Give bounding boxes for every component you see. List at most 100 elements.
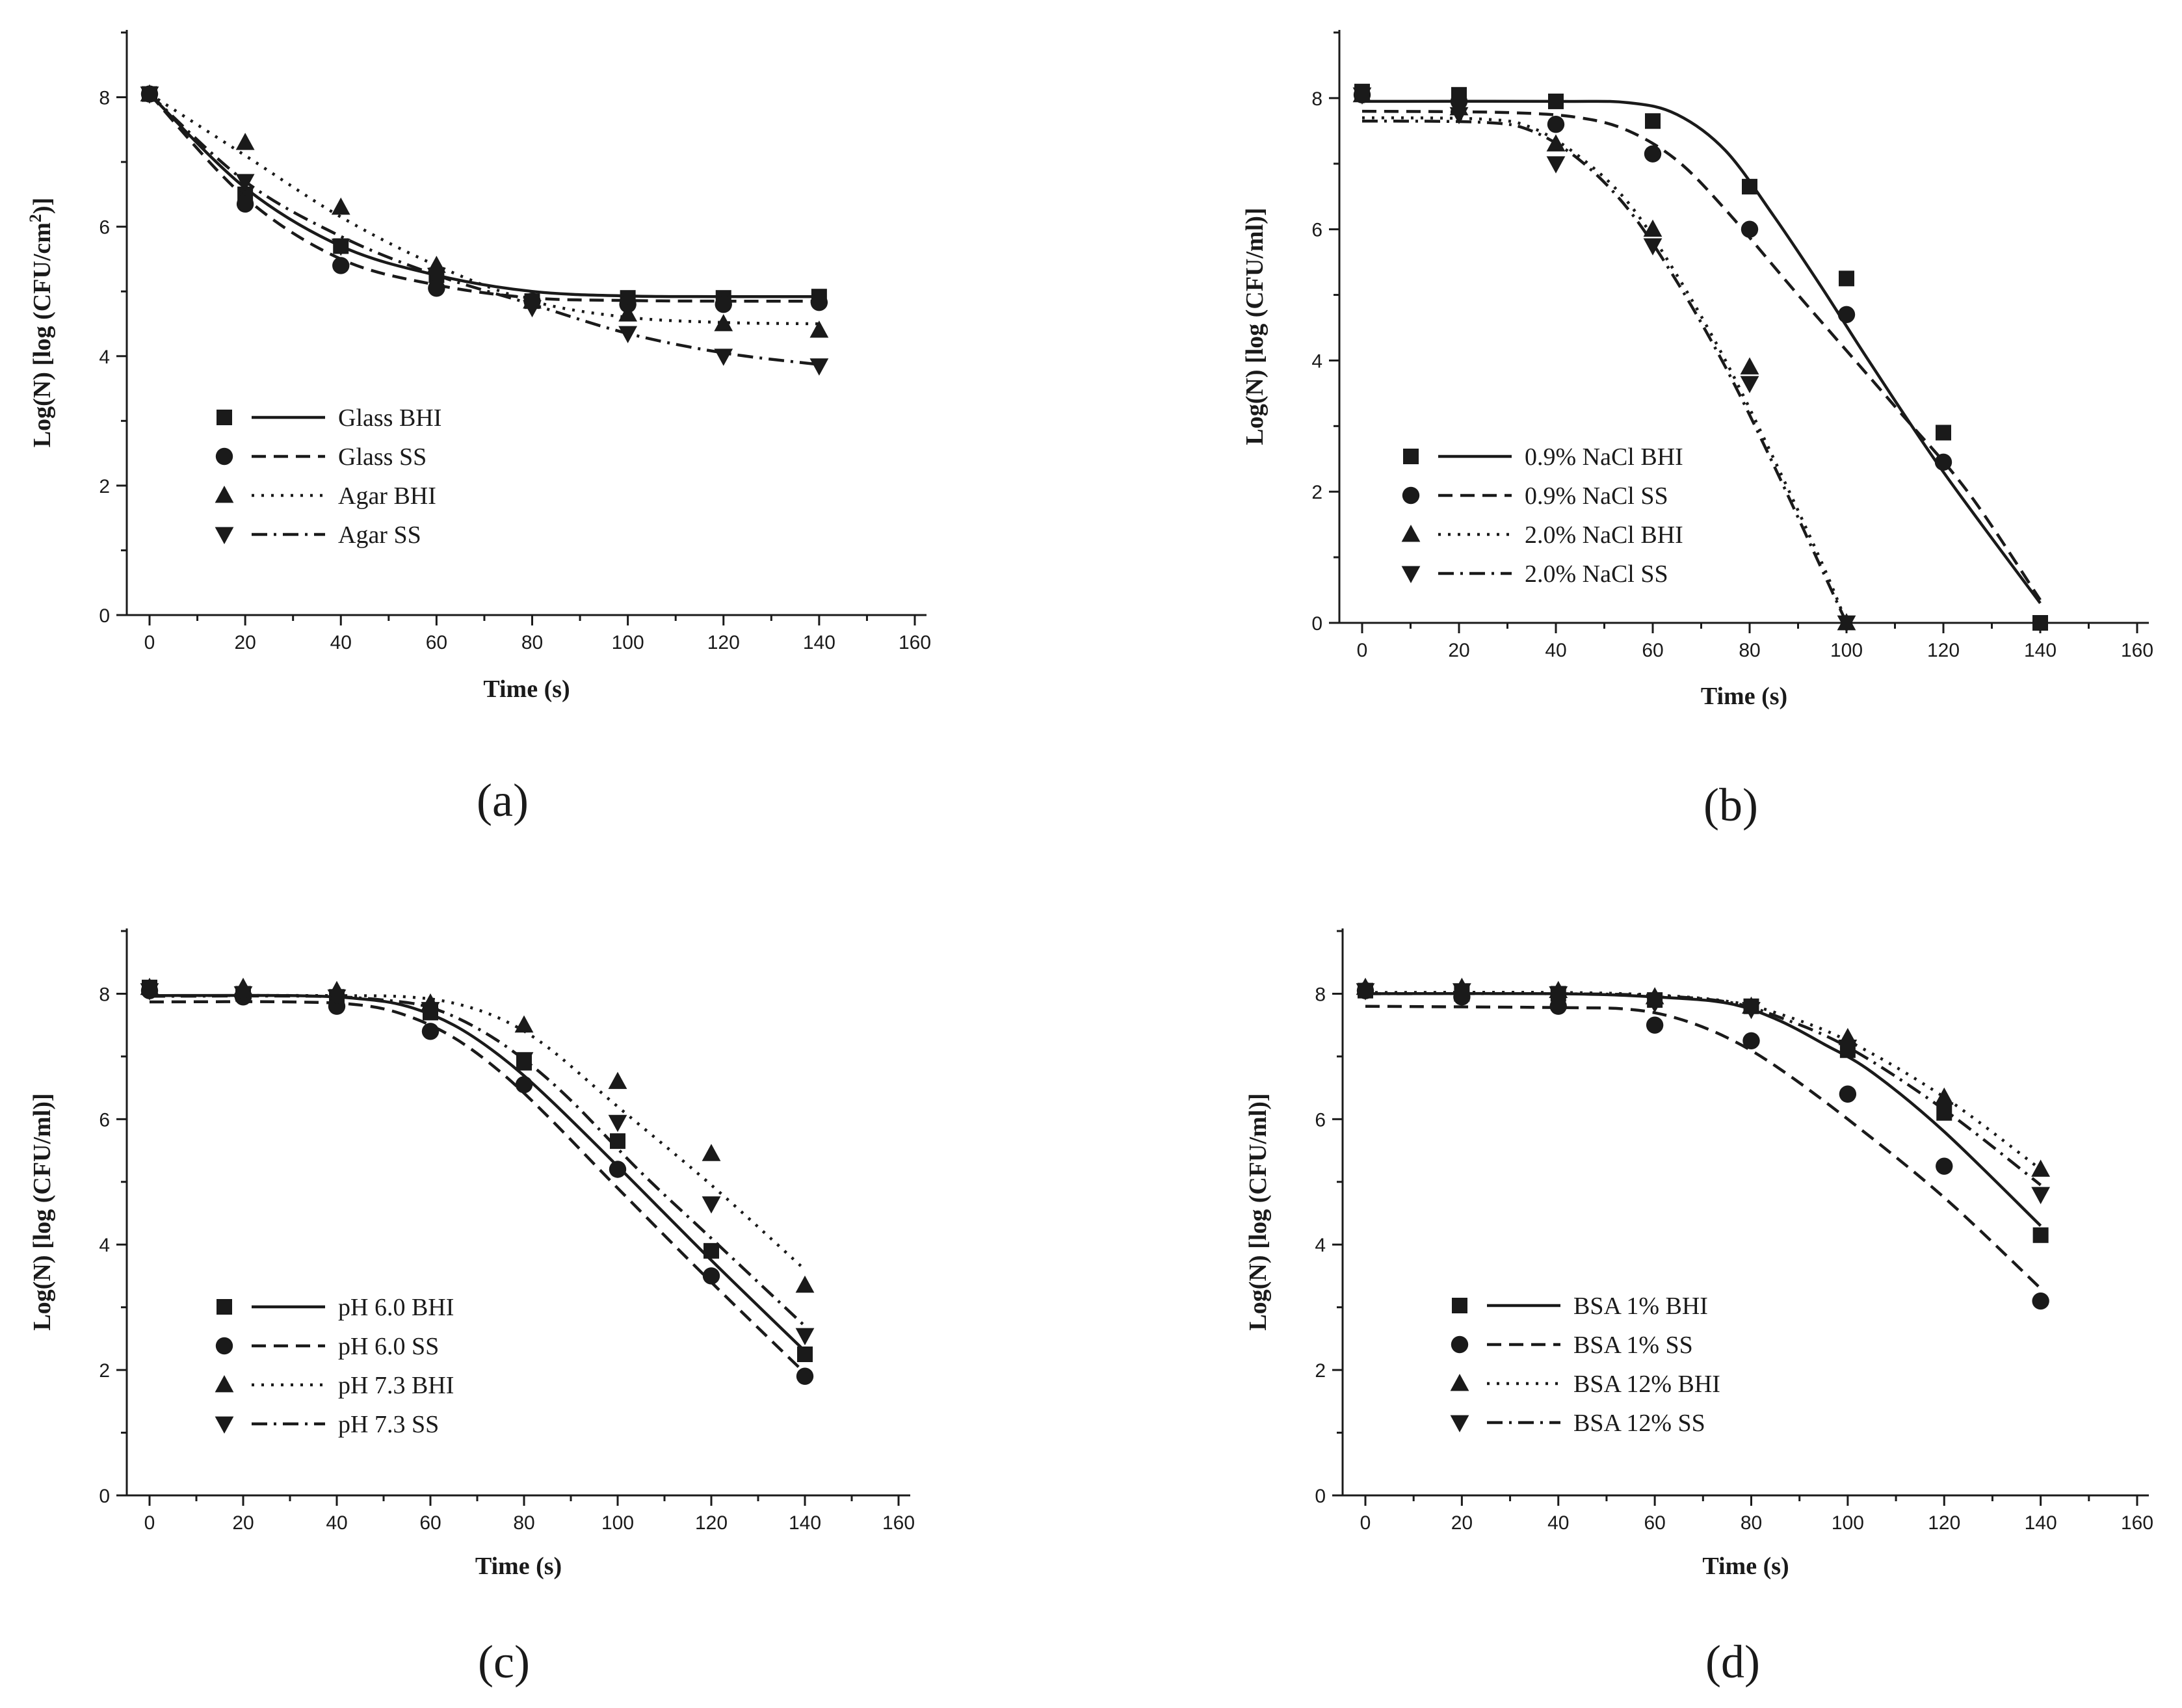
x-tick-label: 60 <box>1644 1512 1665 1534</box>
data-point <box>327 989 347 1007</box>
legend-label: BSA 1% BHI <box>1573 1293 1708 1320</box>
legend-marker <box>215 1416 234 1434</box>
x-tick-label: 0 <box>1357 640 1368 661</box>
data-point <box>795 1275 815 1293</box>
legend-marker <box>215 486 234 503</box>
x-tick-label: 160 <box>899 632 931 653</box>
legend-marker <box>215 1375 234 1393</box>
x-tick-label: 120 <box>1927 640 1960 661</box>
y-axis-title: Log(N) [log (CFU/ml)] <box>1244 1093 1272 1330</box>
chart-panel-b: 0 20 40 60 80 100 120 140 160 0 2 4 6 8 Time (s) Log(N)… <box>1241 30 2153 831</box>
data-point <box>1742 1002 1761 1019</box>
y-axis-title: Log(N) [log (CFU/ml)] <box>29 1093 56 1330</box>
data-point <box>714 348 733 366</box>
data-point <box>428 280 445 297</box>
data-point <box>618 304 638 322</box>
legend-marker <box>1450 1415 1469 1432</box>
series-fit-line <box>149 994 806 1328</box>
data-point <box>702 1144 721 1161</box>
legend-marker <box>1403 449 1419 464</box>
x-tick-label: 140 <box>2025 1512 2057 1534</box>
data-point <box>140 86 159 104</box>
data-point <box>702 1196 721 1214</box>
y-tick-label: 0 <box>99 1486 110 1507</box>
x-tick-label: 20 <box>1448 640 1469 661</box>
series-fit-line <box>1365 992 2042 1187</box>
legend-label: 0.9% NaCl SS <box>1525 482 1668 510</box>
legend-marker <box>1402 486 1420 505</box>
data-point <box>795 1328 815 1346</box>
legend-label: BSA 1% SS <box>1573 1332 1693 1359</box>
x-tick-label: 20 <box>232 1512 254 1534</box>
x-tick-label: 80 <box>521 632 543 653</box>
y-axis-title: Log(N) [log (CFU/cm2)] <box>26 198 56 447</box>
data-point <box>1741 220 1759 238</box>
y-tick-label: 6 <box>1315 1109 1326 1131</box>
x-tick-label: 40 <box>330 632 352 653</box>
data-point <box>1839 1085 1857 1103</box>
x-tick-label: 100 <box>1832 1512 1864 1534</box>
x-tick-label: 100 <box>601 1512 634 1534</box>
x-axis-title: Time (s) <box>483 676 570 703</box>
data-point <box>1643 238 1663 256</box>
data-point <box>2031 1187 2051 1205</box>
data-point <box>1934 1102 1954 1120</box>
legend-label: Agar BHI <box>338 482 436 510</box>
data-point <box>1644 145 1662 163</box>
data-point <box>2032 1292 2049 1310</box>
x-tick-label: 0 <box>144 632 155 653</box>
data-point <box>427 267 446 285</box>
data-point <box>421 1023 440 1040</box>
y-tick-label: 8 <box>99 88 110 109</box>
data-point <box>1936 1157 1953 1175</box>
data-point <box>715 295 732 313</box>
y-tick-label: 6 <box>99 217 110 239</box>
data-point <box>331 239 350 256</box>
data-point <box>796 1367 814 1385</box>
data-point <box>1837 306 1856 324</box>
data-point <box>1547 116 1565 133</box>
panel-label: (c) <box>478 1636 530 1688</box>
data-point <box>514 1015 534 1033</box>
data-point <box>2032 1227 2049 1243</box>
y-tick-label: 4 <box>1311 350 1322 372</box>
data-point <box>1742 179 1757 195</box>
data-point <box>1356 983 1375 1001</box>
x-tick-label: 0 <box>144 1512 155 1534</box>
x-tick-label: 40 <box>1545 640 1566 661</box>
y-axis-title: Log(N) [log (CFU/ml)] <box>1241 207 1268 445</box>
x-tick-label: 120 <box>1928 1512 1960 1534</box>
series-fit-line <box>1361 119 1848 624</box>
legend-label: 2.0% NaCl SS <box>1525 560 1668 588</box>
data-point <box>1740 357 1759 374</box>
data-point <box>1646 1016 1664 1034</box>
panel-label: (b) <box>1703 779 1758 831</box>
legend-marker <box>1451 1335 1469 1354</box>
x-tick-label: 140 <box>2024 640 2057 661</box>
series-fit-line <box>149 993 806 1352</box>
data-point <box>618 326 638 343</box>
series-fit-line <box>1365 990 2042 1171</box>
y-tick-label: 0 <box>99 605 110 627</box>
legend-marker <box>1450 1374 1469 1391</box>
series-fit-line <box>149 993 806 1271</box>
data-point <box>1645 995 1664 1013</box>
legend-label: 0.9% NaCl BHI <box>1525 443 1683 471</box>
legend-label: pH 7.3 SS <box>338 1411 439 1438</box>
legend-marker <box>215 527 234 544</box>
data-point <box>235 133 255 150</box>
data-point <box>1837 615 1856 633</box>
legend-label: Glass BHI <box>338 404 441 432</box>
data-point <box>1934 1087 1954 1105</box>
legend-label: Agar SS <box>338 521 421 549</box>
legend-marker <box>217 1299 232 1315</box>
data-point <box>1643 219 1663 237</box>
chart-panel-a: 0 20 40 60 80 100 120 140 160 0 2 4 6 8 Time (s) Log(N)… <box>26 30 931 826</box>
series-fit-line <box>1365 1005 2042 1290</box>
x-tick-label: 60 <box>419 1512 441 1534</box>
legend-label: 2.0% NaCl BHI <box>1525 521 1683 549</box>
data-point <box>2032 615 2048 631</box>
y-tick-label: 6 <box>99 1109 110 1131</box>
y-tick-label: 2 <box>99 476 110 497</box>
legend-label: Glass SS <box>338 443 427 471</box>
